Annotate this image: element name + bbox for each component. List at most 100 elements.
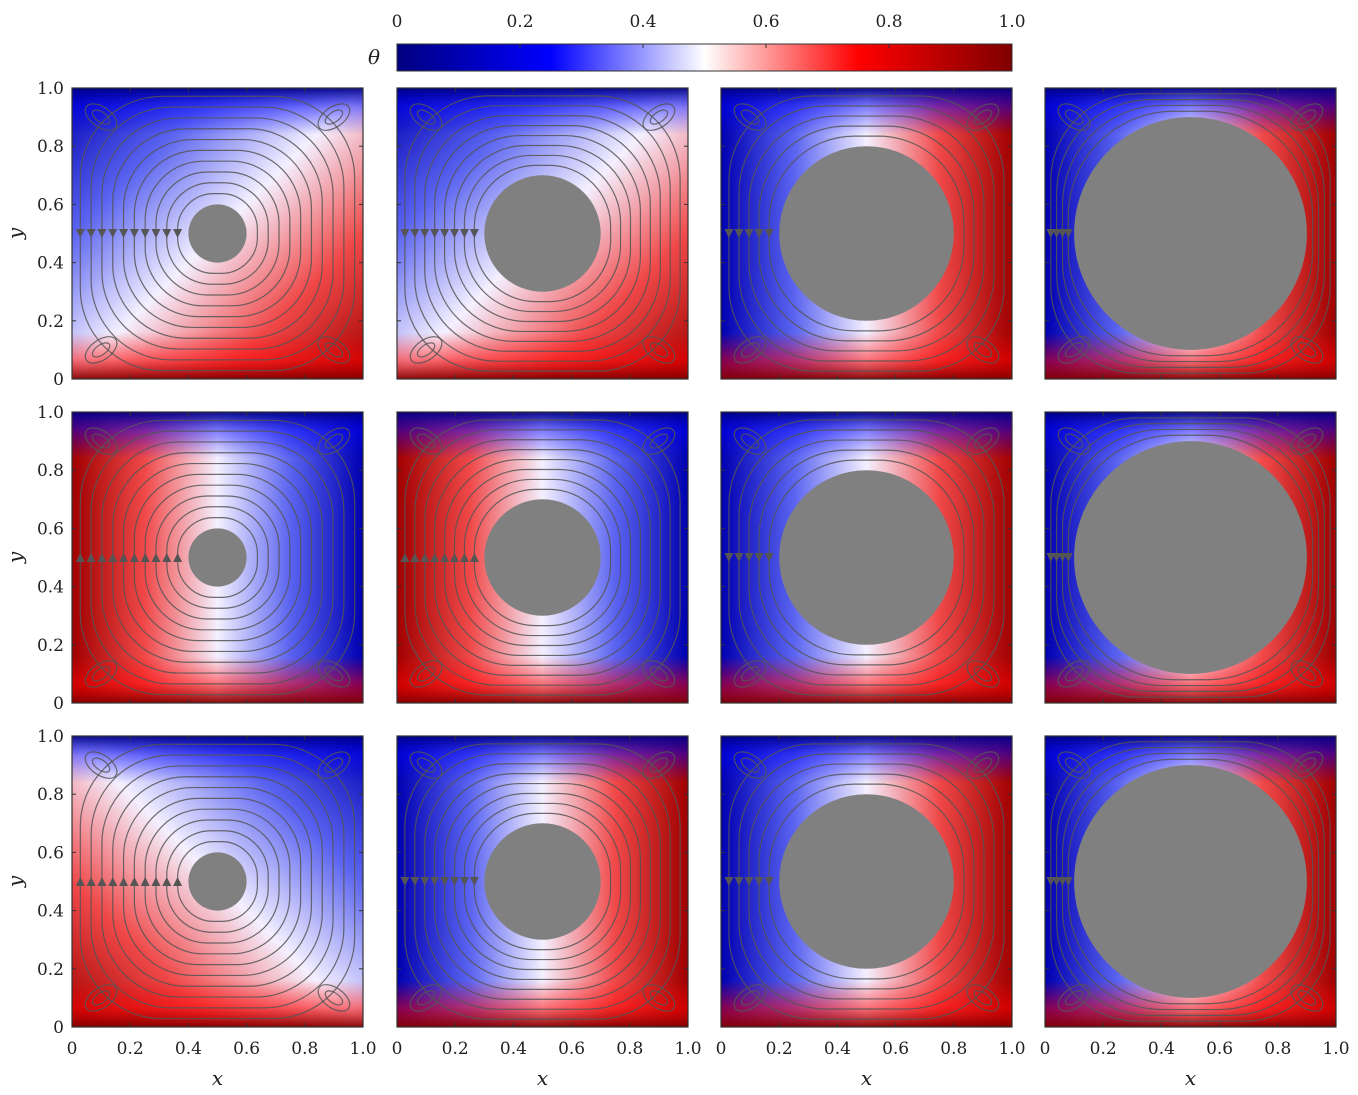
- y-tick-label: 0.6: [37, 843, 64, 863]
- y-tick-label: 0.8: [37, 785, 64, 805]
- y-axis-label: y: [3, 551, 27, 564]
- streamline-arrow: [469, 877, 479, 886]
- streamline-arrow: [734, 229, 744, 238]
- corner-eddy: [317, 751, 351, 779]
- streamline-arrow: [97, 553, 107, 562]
- streamline-arrow: [724, 229, 734, 238]
- streamline-arrow: [108, 877, 118, 886]
- y-axis-label: y: [3, 875, 27, 888]
- streamline-arrow: [75, 553, 85, 562]
- streamline-arrow: [420, 553, 430, 562]
- streamline-arrow: [75, 877, 85, 886]
- x-tick-label: 0.2: [1090, 1039, 1117, 1059]
- y-tick-label: 0.8: [37, 137, 64, 157]
- x-axis-label: x: [537, 1066, 548, 1090]
- cylinder-obstacle: [1074, 117, 1307, 350]
- streamline-arrow: [1046, 553, 1056, 562]
- cylinder-obstacle: [1074, 441, 1307, 674]
- colorbar-tick-label: 0.4: [629, 12, 656, 32]
- streamline-arrow: [410, 553, 420, 562]
- corner-eddy: [733, 336, 767, 364]
- streamline-arrow: [151, 553, 161, 562]
- streamline-arrow: [430, 553, 440, 562]
- corner-eddy: [649, 433, 669, 449]
- streamline-arrow: [75, 229, 85, 238]
- corner-eddy: [91, 990, 111, 1006]
- y-tick-label: 0.4: [37, 254, 64, 274]
- streamline-arrow: [764, 553, 774, 562]
- corner-eddy: [642, 984, 676, 1012]
- y-tick-label: 0: [53, 694, 64, 714]
- x-tick-label: 0.2: [442, 1039, 469, 1059]
- streamline-arrow: [86, 553, 96, 562]
- corner-eddy: [1297, 666, 1317, 682]
- streamline-arrow: [1046, 229, 1056, 238]
- x-tick-label: 0.6: [558, 1039, 585, 1059]
- corner-eddy: [84, 751, 118, 779]
- corner-eddy: [1057, 984, 1091, 1012]
- streamline-arrow: [430, 877, 440, 886]
- corner-eddy: [973, 757, 993, 773]
- streamline-arrow: [450, 229, 460, 238]
- streamline-arrow: [1057, 553, 1067, 562]
- streamline-arrow: [162, 877, 172, 886]
- colorbar-tick-label: 0.8: [875, 12, 902, 32]
- panel-r3-c1: 0 0.2 0.4 0.6 0.8 1.0 y 0 0.2 0.4 0.6 0.8 1.0 x: [3, 727, 377, 1090]
- corner-eddy: [1297, 109, 1317, 125]
- corner-eddy: [733, 427, 767, 455]
- streamline-arrow: [400, 229, 410, 238]
- streamline-arrow: [440, 877, 450, 886]
- corner-eddy: [1290, 336, 1324, 364]
- corner-eddy: [324, 990, 344, 1006]
- corner-eddy: [642, 660, 676, 688]
- corner-eddy: [416, 342, 436, 358]
- streamline-arrow: [151, 877, 161, 886]
- x-tick-label: 0.4: [1148, 1039, 1175, 1059]
- panel-r1-c3: [720, 87, 1013, 380]
- corner-eddy: [84, 103, 118, 131]
- streamline-arrow: [734, 553, 744, 562]
- streamlines: [75, 95, 356, 372]
- streamlines: [1046, 93, 1331, 374]
- corner-eddy: [1057, 336, 1091, 364]
- colorbar-tick-label: 0.2: [506, 12, 533, 32]
- corner-eddy: [416, 433, 436, 449]
- corner-eddy: [740, 433, 760, 449]
- y-tick-label: 0.2: [37, 960, 64, 980]
- corner-eddy: [642, 103, 676, 131]
- y-axis-label: y: [3, 227, 27, 240]
- streamline-arrow: [129, 229, 139, 238]
- corner-eddy: [649, 109, 669, 125]
- streamline-arrow: [440, 229, 450, 238]
- streamlines: [724, 419, 1005, 696]
- streamline-arrow: [97, 877, 107, 886]
- cylinder-obstacle: [484, 823, 601, 940]
- corner-eddy: [733, 751, 767, 779]
- axes-frame: [396, 735, 689, 1028]
- corner-eddy: [740, 666, 760, 682]
- cylinder-obstacle: [484, 175, 601, 292]
- corner-eddy: [84, 984, 118, 1012]
- corner-eddy: [1057, 751, 1091, 779]
- corner-eddy: [649, 757, 669, 773]
- corner-eddy: [649, 342, 669, 358]
- corner-eddy: [733, 660, 767, 688]
- streamline-arrow: [450, 877, 460, 886]
- streamlines: [724, 743, 1005, 1020]
- corner-eddy: [317, 984, 351, 1012]
- corner-eddy: [1297, 342, 1317, 358]
- streamline-arrow: [440, 553, 450, 562]
- corner-eddy: [740, 109, 760, 125]
- streamline-arrow: [469, 229, 479, 238]
- corner-eddy: [324, 666, 344, 682]
- y-tick-label: 0: [53, 1018, 64, 1038]
- corner-eddy: [409, 427, 443, 455]
- corner-eddy: [966, 660, 1000, 688]
- corner-eddy: [1297, 990, 1317, 1006]
- streamline-arrow: [119, 553, 129, 562]
- axes-frame: [720, 87, 1013, 380]
- cylinder-obstacle: [779, 794, 954, 969]
- y-tick-label: 0.6: [37, 195, 64, 215]
- corner-eddy: [1290, 660, 1324, 688]
- streamlines: [400, 419, 681, 696]
